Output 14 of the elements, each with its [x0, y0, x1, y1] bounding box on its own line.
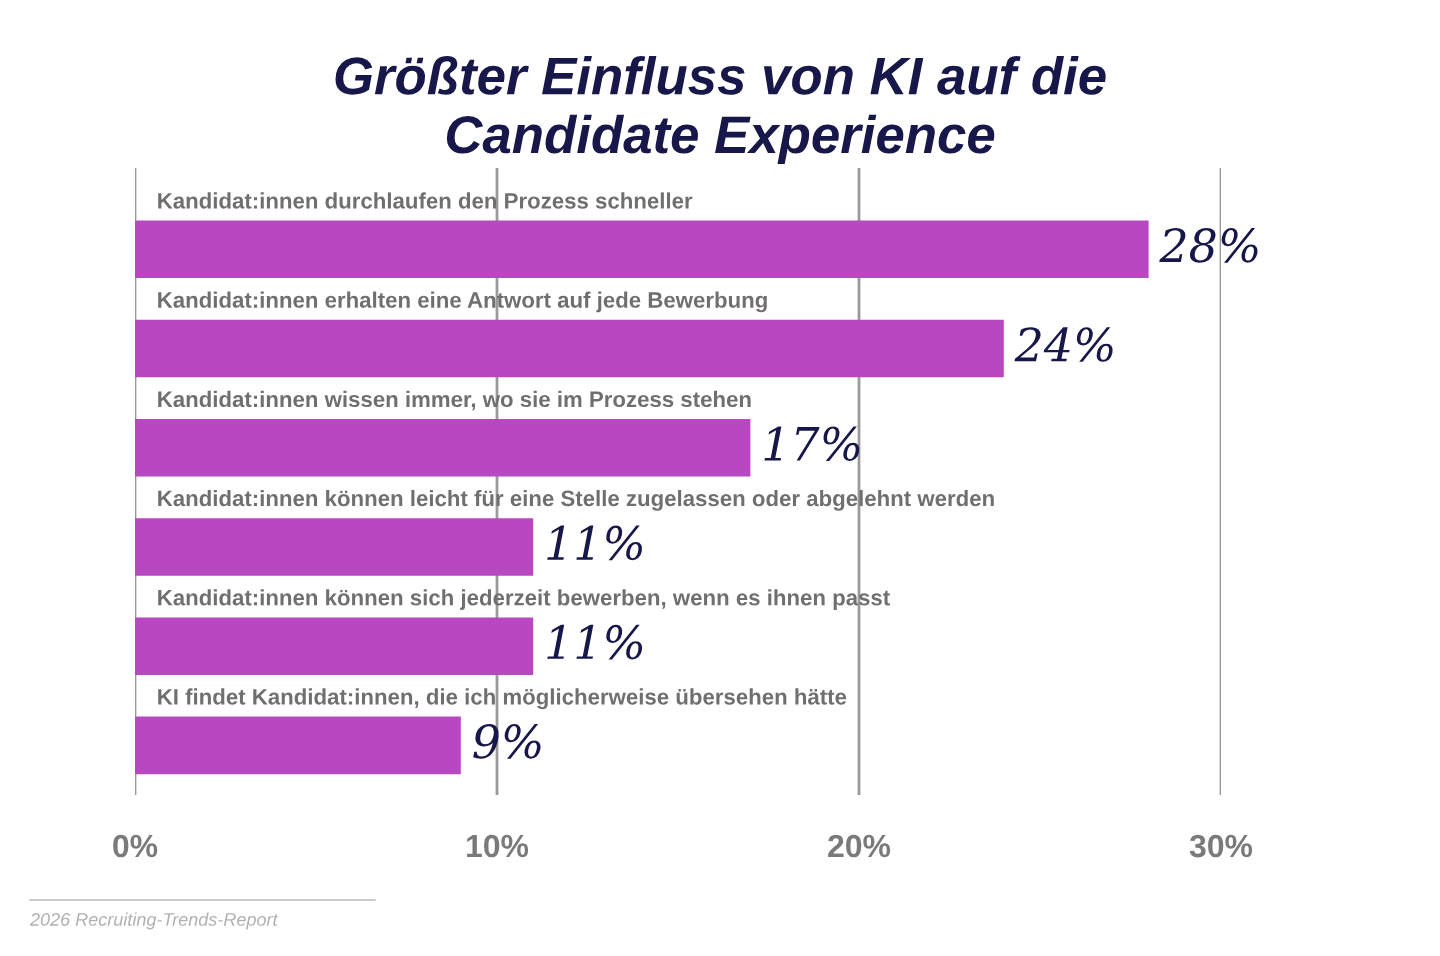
- x-tick-label: 30%: [1189, 834, 1253, 858]
- data-label: 9%: [473, 724, 541, 759]
- y-tick-label: Kandidat:innen durchlaufen den Prozess schneller: [158, 192, 693, 209]
- chart-title: Größter Einfluss von KI auf die Candidate Experience: [335, 55, 1106, 164]
- data-label: 28%: [1159, 227, 1258, 263]
- data-label: 24%: [1014, 327, 1113, 362]
- x-tick-label: 10%: [467, 834, 529, 858]
- x-tick-label: 20%: [828, 834, 891, 858]
- y-tick-label: KI findet Kandidat:innen, die ich möglicherweise übersehen hätte: [158, 688, 847, 710]
- x-tick-label: 0%: [113, 834, 158, 858]
- data-label: 11%: [547, 525, 643, 561]
- data-label: 17%: [764, 426, 860, 462]
- text: 2026 Recruiting-Trends-Report: [29, 912, 279, 930]
- data-label: 11%: [547, 624, 643, 660]
